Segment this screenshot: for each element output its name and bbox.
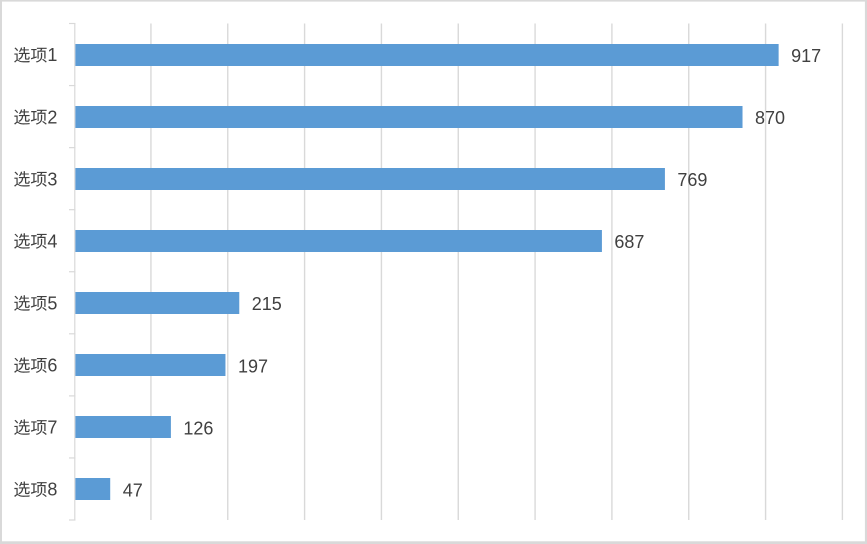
svg-text:5: 5 xyxy=(47,293,57,313)
svg-text:2: 2 xyxy=(47,107,57,127)
svg-text:215: 215 xyxy=(252,294,282,314)
svg-text:4: 4 xyxy=(47,231,57,251)
svg-text:687: 687 xyxy=(614,232,644,252)
svg-text:917: 917 xyxy=(791,46,821,66)
svg-text:197: 197 xyxy=(238,356,268,376)
svg-text:870: 870 xyxy=(755,108,785,128)
svg-text:47: 47 xyxy=(123,480,143,500)
svg-text:6: 6 xyxy=(47,356,57,376)
svg-text:8: 8 xyxy=(47,480,57,500)
svg-text:1: 1 xyxy=(47,45,57,65)
svg-text:3: 3 xyxy=(47,169,57,189)
svg-text:126: 126 xyxy=(183,418,213,438)
svg-text:769: 769 xyxy=(677,170,707,190)
svg-text:7: 7 xyxy=(47,418,57,438)
